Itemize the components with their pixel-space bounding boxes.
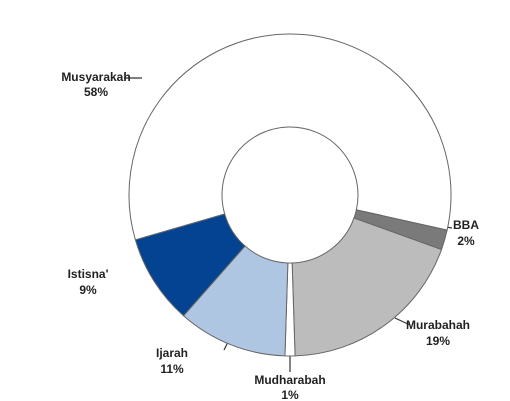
slice	[291, 217, 443, 357]
slice	[134, 213, 246, 317]
slice	[128, 33, 452, 241]
value-label: 9%	[79, 283, 97, 297]
slice-label: BBA	[453, 218, 479, 232]
value-label: 1%	[281, 388, 299, 401]
leader-line	[394, 317, 411, 326]
slice-label: Musyarakah	[61, 70, 130, 84]
slice-label: Ijarah	[156, 346, 188, 360]
slice-label: Murabahah	[406, 318, 470, 332]
slice-label: Mudharabah	[254, 373, 325, 387]
value-label: 11%	[160, 362, 184, 376]
value-label: 19%	[426, 334, 450, 348]
value-label: 2%	[457, 234, 475, 248]
value-label: 58%	[84, 85, 108, 99]
slice-label: Istisna'	[68, 267, 109, 281]
